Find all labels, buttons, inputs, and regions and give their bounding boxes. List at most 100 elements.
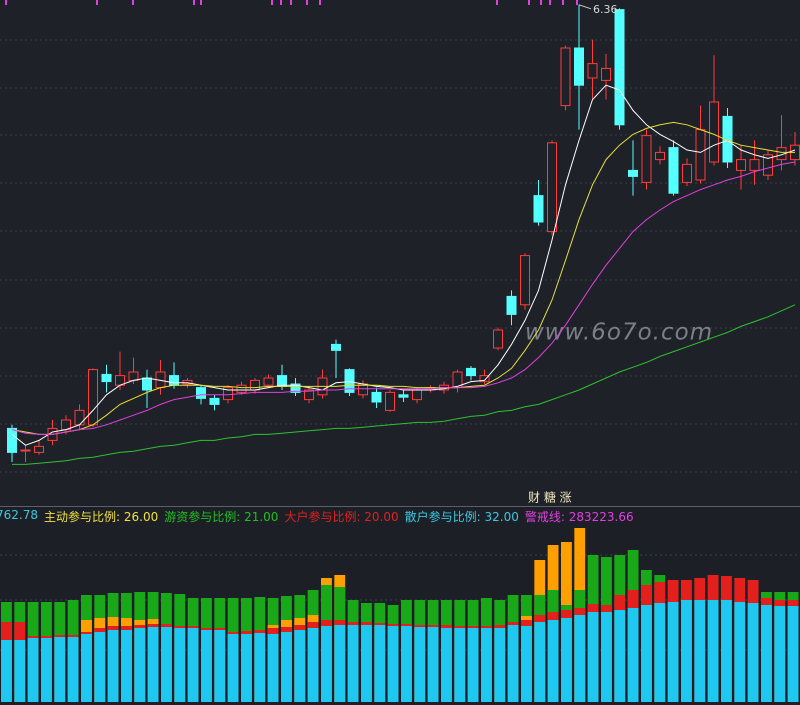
candle-body <box>587 63 598 79</box>
bar <box>147 627 159 702</box>
high-annotation: 6.36 <box>593 3 618 16</box>
bar <box>521 626 532 702</box>
candle-body <box>169 375 179 386</box>
watermark: www.6o7o.com <box>525 320 713 346</box>
candle-body <box>560 47 571 107</box>
candle-body <box>385 391 395 411</box>
price-panel <box>0 0 800 506</box>
bar <box>494 628 506 702</box>
candle-body <box>574 47 584 86</box>
bar <box>534 622 546 702</box>
bar <box>467 628 479 702</box>
candle-body <box>533 195 544 223</box>
note: 财 糖 涨 <box>528 490 572 505</box>
bar <box>547 620 559 702</box>
bar <box>374 625 386 702</box>
candle-body <box>493 329 503 349</box>
bar <box>507 625 519 702</box>
bar <box>214 630 226 702</box>
bar <box>187 628 199 702</box>
bar <box>281 632 292 702</box>
candle-body <box>641 135 652 183</box>
bars <box>1 528 799 702</box>
candle-body <box>128 371 139 381</box>
bar <box>561 618 572 702</box>
candle-body <box>749 159 760 171</box>
moving-average <box>11 161 796 435</box>
candle-body <box>34 445 44 453</box>
bar <box>387 626 399 702</box>
candle-body <box>223 387 233 401</box>
bar <box>427 627 439 702</box>
candle-body <box>614 9 625 126</box>
bar <box>1 640 12 702</box>
candle-body <box>142 377 152 391</box>
bar <box>481 628 492 702</box>
bar <box>121 630 132 702</box>
readout: 游资参与比例: 21.00 <box>164 510 279 524</box>
bar <box>787 606 799 702</box>
candle-body <box>722 115 733 163</box>
bar <box>254 633 266 702</box>
bar <box>27 638 39 702</box>
bar <box>454 628 466 702</box>
candle-body <box>344 369 355 393</box>
bar <box>654 603 666 702</box>
candle-body <box>371 391 382 403</box>
readout: 散户参与比例: 32.00 <box>404 510 519 524</box>
readout: 大户参与比例: 20.00 <box>284 510 399 524</box>
readout: 主动参与比例: 26.00 <box>44 510 159 524</box>
bar <box>134 628 146 702</box>
bar <box>414 627 426 702</box>
candle-body <box>101 373 112 383</box>
candle-body <box>263 377 274 386</box>
bar <box>667 602 679 702</box>
candle-body <box>655 151 665 161</box>
candle-body <box>709 101 719 163</box>
bar <box>161 627 172 702</box>
readouts: 762.78 主动参与比例: 26.00 游资参与比例: 21.00 大户参与比例: … <box>0 508 634 524</box>
bar <box>641 605 652 702</box>
candle-body <box>466 367 476 377</box>
bar <box>54 637 66 702</box>
bar <box>574 615 586 702</box>
candle-body <box>628 169 638 177</box>
candle-body <box>479 375 490 383</box>
bar <box>587 612 599 702</box>
bar <box>761 605 772 702</box>
candle-body <box>182 379 193 385</box>
candle-body <box>331 343 341 351</box>
moving-average <box>11 84 796 446</box>
candle-body <box>736 159 746 171</box>
bar <box>614 610 626 702</box>
bar <box>107 630 119 702</box>
bar <box>321 626 332 702</box>
annotation-leader <box>578 4 592 10</box>
candle-body <box>412 389 422 401</box>
bar <box>627 608 639 702</box>
bar <box>41 638 52 702</box>
bar <box>601 612 612 702</box>
bar <box>721 600 732 702</box>
candle-body <box>682 163 692 183</box>
candle-body <box>250 379 260 391</box>
bar <box>334 625 346 702</box>
candle-body <box>196 387 206 399</box>
candle-body <box>506 295 517 315</box>
bar <box>734 602 746 702</box>
candle-body <box>398 394 409 398</box>
candle-body <box>520 255 530 306</box>
bar <box>67 637 79 702</box>
bar <box>747 603 759 702</box>
candle-body <box>290 383 301 393</box>
bar <box>441 628 452 702</box>
bar <box>681 600 692 702</box>
moving-averages: 6.36 <box>11 3 796 465</box>
candle-body <box>7 427 17 453</box>
bar <box>774 606 786 702</box>
signal-marks <box>5 0 578 5</box>
bar <box>94 632 106 702</box>
moving-average <box>11 121 795 435</box>
bar <box>81 634 92 702</box>
